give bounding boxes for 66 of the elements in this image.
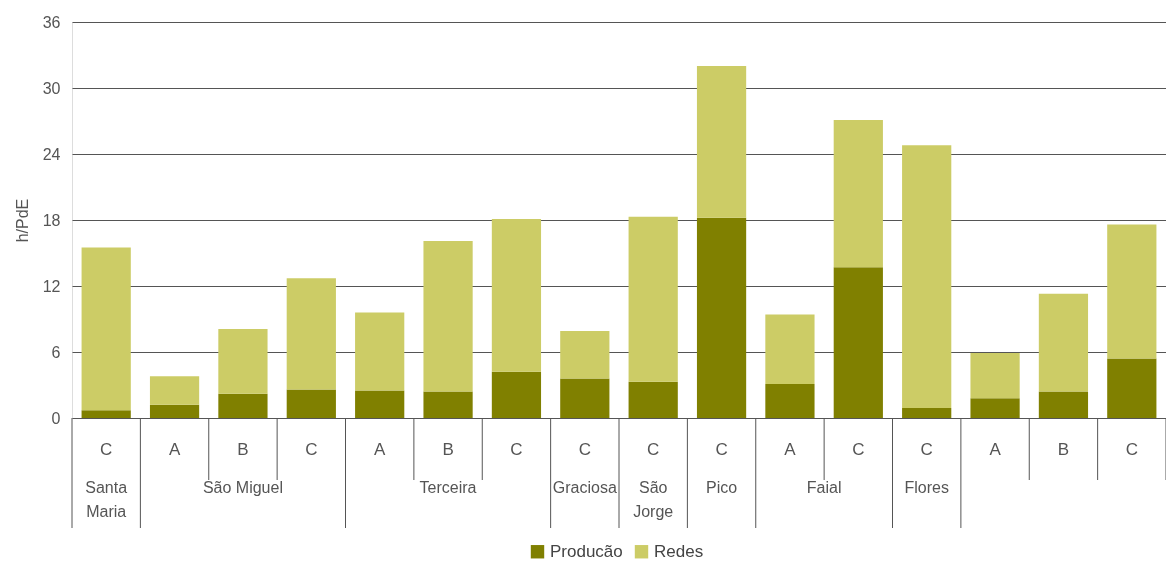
bar	[81, 410, 131, 418]
bar	[970, 353, 1020, 399]
x-tick-label: A	[168, 440, 181, 459]
x-tick-label: B	[1057, 440, 1070, 459]
bar	[1038, 293, 1089, 392]
bar	[628, 381, 678, 418]
x-tick-label: C	[305, 440, 318, 459]
y-tick-label: 24	[42, 145, 61, 163]
bar	[560, 378, 610, 418]
bar	[696, 217, 747, 418]
bar	[902, 408, 952, 418]
text: São Jorge	[633, 479, 674, 520]
x-tick-label: C	[852, 440, 865, 459]
bar	[765, 314, 815, 384]
text: São Miguel	[202, 479, 283, 496]
x-tick-label: A	[989, 440, 1002, 459]
bar	[149, 376, 200, 405]
bar	[765, 383, 815, 418]
x-tick-label: C	[1125, 440, 1138, 459]
x-tick-label: A	[784, 440, 797, 459]
text: Faial	[806, 479, 842, 496]
bar	[833, 119, 883, 268]
x-tick-label: C	[510, 440, 523, 459]
text: Flores	[904, 479, 949, 496]
bar	[491, 218, 542, 372]
bar	[423, 391, 473, 418]
x-tick-label: C	[100, 440, 113, 459]
bar	[286, 389, 336, 418]
bar	[149, 404, 200, 418]
bar	[902, 145, 952, 409]
x-tick-label: A	[374, 440, 387, 459]
bar	[1107, 358, 1157, 418]
x-tick-label: B	[442, 440, 454, 459]
legend-label: Producão	[550, 541, 623, 561]
y-tick-label: 36	[42, 13, 61, 31]
x-tick-label: C	[715, 440, 728, 459]
bar	[833, 267, 883, 418]
bar	[355, 312, 405, 391]
text: Pico	[706, 479, 738, 496]
bar	[560, 331, 610, 379]
text: Santa Maria	[85, 479, 128, 520]
bar	[355, 390, 405, 418]
bar	[1038, 391, 1089, 418]
y-tick-label: 0	[51, 409, 61, 427]
bar	[218, 328, 268, 394]
y-tick-label: 12	[42, 277, 61, 295]
bar	[423, 240, 473, 392]
bar	[1107, 224, 1157, 359]
bar	[81, 247, 131, 411]
bar	[218, 393, 268, 418]
y-axis-title: h/PdE	[13, 198, 31, 243]
text: Graciosa	[552, 479, 617, 496]
x-tick-label: C	[647, 440, 660, 459]
bar	[696, 66, 747, 218]
x-tick-label: B	[237, 440, 249, 459]
bar	[286, 278, 336, 390]
y-tick-label: 30	[42, 79, 61, 97]
bar	[628, 216, 678, 382]
bar	[970, 398, 1020, 418]
y-tick-label: 18	[42, 211, 61, 229]
bar	[491, 371, 542, 418]
x-tick-label: C	[920, 440, 933, 459]
text: Terceira	[419, 479, 477, 496]
y-tick-label: 6	[51, 343, 61, 361]
legend-label: Redes	[654, 541, 704, 561]
x-tick-label: C	[578, 440, 591, 459]
